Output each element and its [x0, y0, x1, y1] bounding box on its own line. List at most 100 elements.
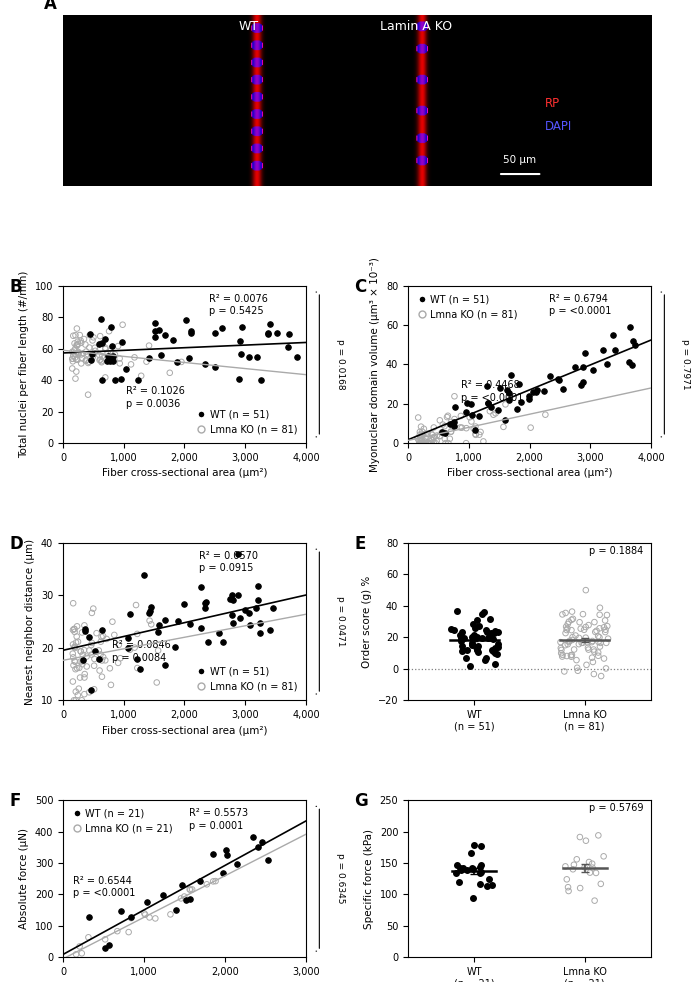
Point [421, 435, 433, 451]
Point [484, 871, 495, 887]
Point [544, 368, 555, 384]
Point [435, 428, 446, 444]
Point [68, 649, 79, 665]
Point [416, 427, 427, 443]
Point [442, 409, 453, 425]
Point [76, 643, 87, 659]
Point [79, 618, 90, 633]
Point [583, 641, 594, 657]
Point [105, 677, 116, 692]
Point [210, 325, 221, 341]
Point [70, 327, 81, 343]
Point [439, 425, 450, 441]
Point [149, 323, 160, 339]
Point [131, 651, 142, 667]
Point [466, 396, 477, 411]
Point [484, 628, 495, 644]
X-axis label: Fiber cross-sectional area (μm²): Fiber cross-sectional area (μm²) [102, 468, 267, 478]
Point [67, 351, 78, 366]
Point [209, 359, 220, 375]
Point [473, 644, 484, 660]
Point [482, 396, 493, 411]
Text: DAPI: DAPI [545, 120, 573, 133]
Point [138, 568, 149, 583]
Point [72, 687, 83, 703]
Text: R² = 0.0846: R² = 0.0846 [111, 640, 170, 650]
Point [475, 839, 486, 854]
Point [74, 660, 85, 676]
Point [414, 431, 426, 447]
Point [220, 843, 232, 858]
Point [199, 600, 211, 616]
Point [120, 361, 131, 377]
Point [90, 343, 101, 358]
Point [560, 858, 571, 874]
Point [67, 622, 78, 637]
Point [74, 939, 85, 955]
Point [77, 346, 88, 361]
Point [609, 342, 620, 357]
Point [99, 350, 110, 365]
Point [439, 418, 450, 434]
Point [445, 414, 456, 430]
Point [580, 346, 591, 361]
Point [475, 864, 486, 880]
Point [451, 865, 462, 881]
Point [202, 634, 214, 650]
Point [70, 692, 81, 708]
Point [186, 325, 197, 341]
Point [474, 427, 485, 443]
Point [428, 435, 440, 451]
Point [566, 612, 578, 627]
Point [561, 648, 573, 664]
Point [113, 338, 124, 354]
Point [461, 642, 472, 658]
Point [67, 674, 78, 689]
Point [107, 353, 118, 368]
Text: R² = 0.4468: R² = 0.4468 [461, 380, 520, 390]
Point [564, 614, 575, 629]
Point [418, 435, 429, 451]
Point [153, 322, 164, 338]
Point [566, 647, 578, 663]
Point [473, 638, 484, 654]
Point [134, 662, 146, 678]
Point [69, 640, 80, 656]
Point [78, 331, 90, 347]
Point [503, 392, 514, 408]
Text: Lamin A KO: Lamin A KO [379, 20, 452, 32]
Point [67, 636, 78, 652]
Point [608, 327, 619, 343]
Point [473, 619, 484, 634]
Point [449, 417, 460, 433]
Point [110, 372, 121, 388]
Point [81, 649, 92, 665]
Point [76, 335, 87, 351]
Point [566, 632, 578, 648]
X-axis label: Fiber cross-sectional area (μm²): Fiber cross-sectional area (μm²) [447, 468, 612, 478]
Point [85, 346, 97, 361]
Point [572, 663, 583, 679]
Text: p = 0.0915: p = 0.0915 [199, 564, 253, 573]
Point [88, 658, 99, 674]
Y-axis label: Absolute force (μN): Absolute force (μN) [19, 828, 29, 929]
Point [600, 622, 611, 637]
Point [125, 909, 136, 925]
Point [104, 323, 115, 339]
Point [71, 337, 83, 353]
Point [244, 617, 256, 632]
Point [181, 892, 192, 907]
Point [66, 344, 78, 359]
Text: G: G [355, 792, 368, 810]
Point [253, 577, 264, 593]
Point [416, 424, 428, 440]
Point [575, 377, 587, 393]
Point [586, 634, 597, 650]
Point [78, 652, 89, 668]
Point [524, 392, 535, 408]
Point [476, 606, 487, 622]
Point [455, 409, 466, 424]
Point [70, 661, 81, 677]
Point [69, 692, 80, 708]
Point [146, 617, 157, 632]
